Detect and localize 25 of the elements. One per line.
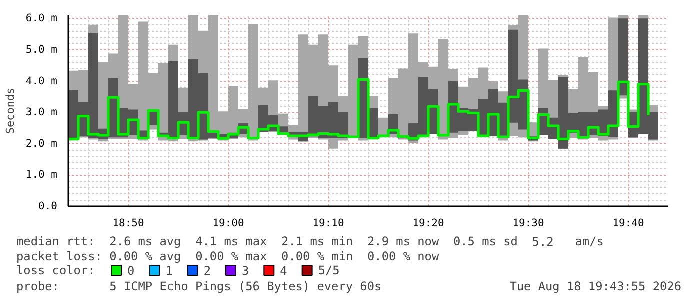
- x-tick-label: 19:30: [512, 218, 544, 230]
- legend-label: 0: [128, 264, 135, 278]
- y-tick-label: 4.0 m: [26, 75, 58, 88]
- x-tick-label: 19:00: [212, 218, 244, 230]
- y-tick-label: 0.0: [38, 200, 58, 212]
- legend-title: loss color:: [16, 264, 96, 278]
- text: probe: 5 ICMP Echo Pings (56 Bytes) every 60s: [16, 280, 382, 294]
- x-tick-label: 19:20: [412, 218, 444, 230]
- y-tick-label: 1.0 m: [26, 169, 58, 182]
- y-tick-label: 5.0 m: [26, 44, 58, 56]
- y-tick-label: 2.0 m: [26, 138, 58, 150]
- legend-label: 5/5: [318, 264, 340, 278]
- y-axis-title: Seconds: [4, 88, 17, 134]
- legend-label: 1: [166, 264, 173, 278]
- text: Tue Aug 18 19:43:55 2026: [510, 280, 682, 294]
- y-tick-label: 6.0 m: [26, 12, 58, 25]
- text: packet loss: 0.00 % avg 0.00 % max 0.00 % min 0.00 % now: [16, 250, 440, 264]
- legend-label: 3: [242, 264, 250, 278]
- x-tick-label: 19:10: [312, 218, 344, 230]
- x-tick-label: 18:50: [112, 218, 144, 230]
- text: median rtt: 2.6 ms avg 4.1 ms max 2.1 ms min 2.9 ms now 0.5 ms sd 5.2 am/s: [16, 234, 604, 249]
- legend-label: 4: [280, 264, 288, 278]
- legend-label: 2: [204, 264, 211, 278]
- x-tick-label: 19:40: [612, 218, 644, 230]
- y-tick-label: 3.0 m: [26, 106, 58, 119]
